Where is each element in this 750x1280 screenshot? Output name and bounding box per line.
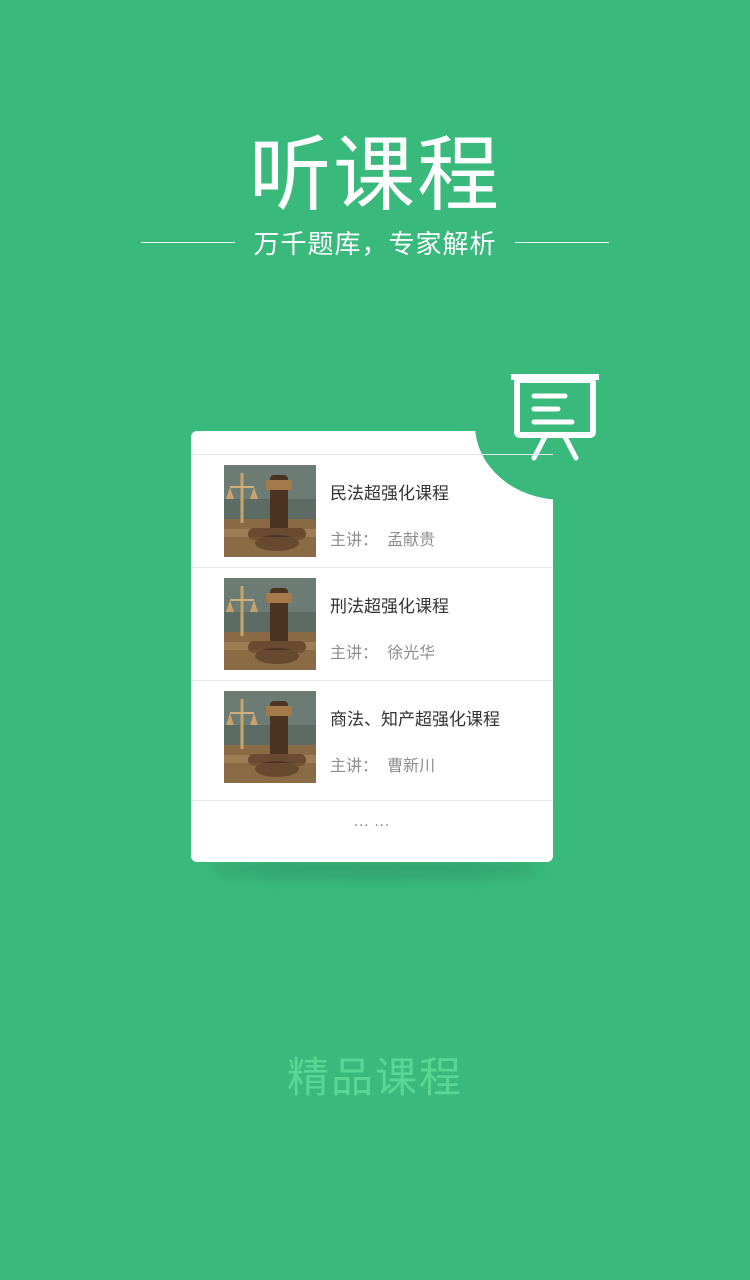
teacher-label: 主讲： [330, 530, 379, 549]
course-item[interactable]: 商法、知产超强化课程 主讲： 曹新川 [191, 680, 553, 798]
course-item[interactable]: 民法超强化课程 主讲： 孟献贵 [191, 454, 553, 567]
course-title: 民法超强化课程 [330, 484, 449, 504]
subtitle-left-divider [141, 241, 236, 243]
featured-course-label: 精品课程 [286, 1053, 463, 1102]
course-thumbnail [224, 465, 316, 557]
teacher-label: 主讲： [330, 643, 379, 662]
course-teacher: 主讲： 孟献贵 [330, 526, 435, 550]
course-thumbnail [224, 691, 316, 783]
course-teacher: 主讲： 徐光华 [330, 639, 435, 663]
teacher-name: 孟献贵 [387, 530, 436, 549]
card-shadow [210, 858, 540, 880]
course-title: 商法、知产超强化课程 [330, 710, 500, 730]
teacher-name: 徐光华 [387, 643, 436, 662]
course-thumbnail [224, 578, 316, 670]
page-title: 听课程 [248, 128, 501, 223]
subtitle-text: 万千题库，专家解析 [253, 229, 497, 260]
subtitle-right-divider [514, 241, 609, 243]
course-title: 刑法超强化课程 [330, 597, 449, 617]
course-list: 民法超强化课程 主讲： 孟献贵 刑法超强化课程 [191, 454, 553, 798]
presentation-board-icon [511, 374, 599, 461]
teacher-name: 曹新川 [387, 756, 436, 775]
course-item[interactable]: 刑法超强化课程 主讲： 徐光华 [191, 567, 553, 680]
more-indicator[interactable]: ... ... [191, 800, 553, 843]
teacher-label: 主讲： [330, 756, 379, 775]
course-teacher: 主讲： 曹新川 [330, 752, 435, 776]
subtitle-row: 万千题库，专家解析 [0, 222, 750, 262]
